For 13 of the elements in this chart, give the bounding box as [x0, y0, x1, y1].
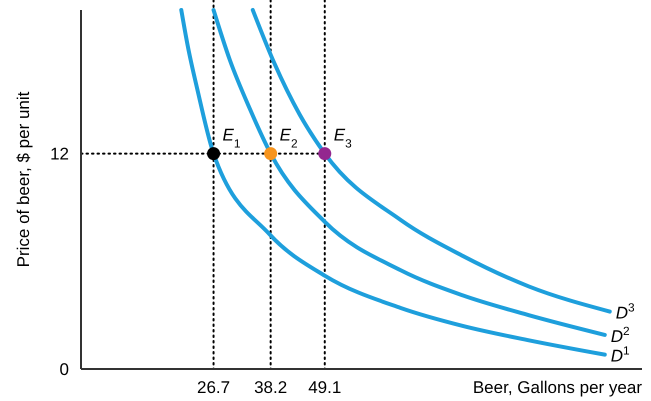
x-tick-label: 26.7 — [197, 378, 230, 397]
y-tick-label: 12 — [50, 144, 69, 164]
x-tick-label: 49.1 — [308, 378, 342, 397]
series-label: E$_{2}$ — [280, 126, 298, 151]
x-tick-label: 38.2 — [254, 378, 288, 397]
y-axis-title: Price of beer, $ per unit — [14, 91, 33, 268]
y-tick-label: 0 — [60, 360, 69, 379]
x-axis-title: Beer, Gallons per year — [472, 378, 642, 397]
series-label: D$^{2}$ — [610, 324, 630, 346]
series-label: D$^{1}$ — [610, 344, 630, 366]
series-label: E$_{1}$ — [222, 126, 241, 151]
series-label: E$_{3}$ — [334, 126, 352, 151]
series-label: D$^{3}$ — [616, 300, 636, 323]
